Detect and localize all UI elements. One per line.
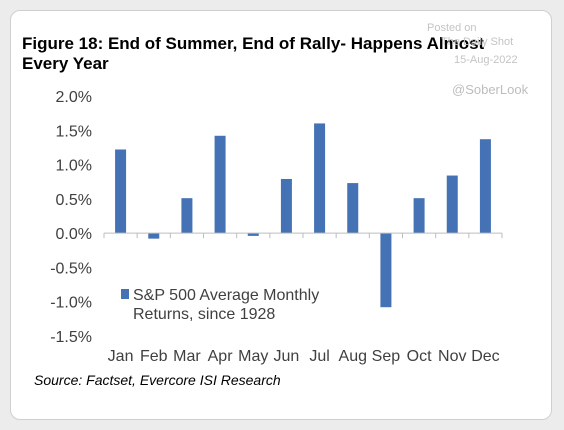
bar-jan xyxy=(115,149,127,234)
x-tick-label: Nov xyxy=(438,348,466,365)
bar-dec xyxy=(479,139,491,234)
y-tick-label: -1.5% xyxy=(50,329,92,346)
x-tick-label: Dec xyxy=(471,348,499,365)
watermark-date: 15-Aug-2022 xyxy=(454,54,518,66)
legend-label: Returns, since 1928 xyxy=(133,306,275,323)
x-tick-label: May xyxy=(238,348,268,365)
x-tick-label: Jun xyxy=(274,348,300,365)
bar-nov xyxy=(446,175,458,234)
chart-title: Figure 18: End of Summer, End of Rally- … xyxy=(22,34,485,73)
bar-may xyxy=(247,233,259,236)
y-tick-label: 0.5% xyxy=(56,192,92,209)
bar-aug xyxy=(347,183,359,234)
y-tick-label: 1.0% xyxy=(56,158,92,175)
bar-oct xyxy=(413,198,425,234)
bar-mar xyxy=(181,198,193,234)
y-tick-label: -1.0% xyxy=(50,295,92,312)
bars xyxy=(115,123,491,308)
y-axis: 2.0% 1.5% 1.0% 0.5% 0.0% -0.5% -1.0% -1.5% xyxy=(50,89,92,346)
bar-jun xyxy=(280,178,292,234)
x-tick-label: Aug xyxy=(339,348,367,365)
x-tick-label: Oct xyxy=(407,348,432,365)
watermark-publication: The Daily Shot xyxy=(441,36,514,48)
watermark-handle: @SoberLook xyxy=(452,82,529,97)
x-tick-label: Jan xyxy=(108,348,134,365)
legend-swatch xyxy=(121,289,129,299)
x-tick-label: Apr xyxy=(208,348,234,365)
watermark-posted-on: Posted on xyxy=(427,22,477,34)
source-note: Source: Factset, Evercore ISI Research xyxy=(34,372,281,388)
x-tick-label: Sep xyxy=(372,348,401,365)
y-tick-label: 0.0% xyxy=(56,226,92,243)
legend: S&P 500 Average Monthly Returns, since 19… xyxy=(121,287,319,323)
x-tick-label: Mar xyxy=(173,348,201,365)
bar-jul xyxy=(314,123,326,234)
y-tick-label: 1.5% xyxy=(56,123,92,140)
bar-feb xyxy=(148,233,160,239)
x-tick-label: Feb xyxy=(140,348,168,365)
x-tick-label: Jul xyxy=(309,348,329,365)
x-axis: Jan Feb Mar Apr May Jun Jul Aug Sep Oct Nov Dec xyxy=(103,233,503,365)
y-tick-label: 2.0% xyxy=(56,89,92,106)
legend-label: S&P 500 Average Monthly xyxy=(133,287,319,304)
bar-sep xyxy=(380,233,392,308)
y-tick-label: -0.5% xyxy=(50,260,92,277)
bar-apr xyxy=(214,135,226,234)
